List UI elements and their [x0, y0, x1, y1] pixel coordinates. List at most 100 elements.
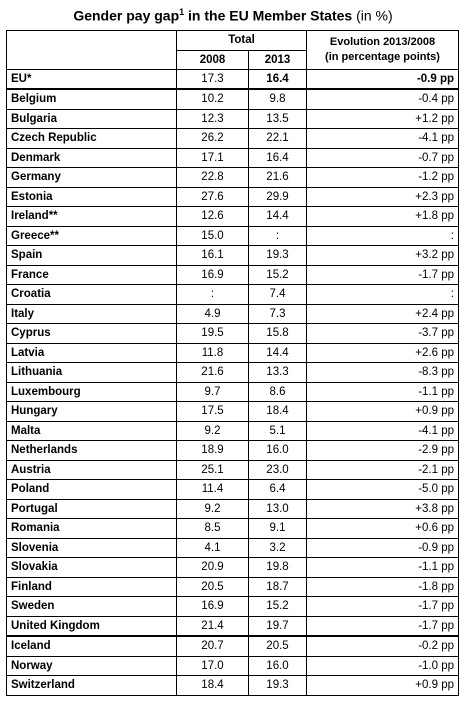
evolution-cell: -1.0 pp [306, 655, 459, 676]
table-row: Spain 16.1 19.3 +3.2 pp [6, 245, 459, 266]
value-2008-cell: 18.9 [176, 440, 249, 461]
value-2013-cell: 22.1 [248, 128, 307, 149]
value-2013-cell: 13.5 [248, 108, 307, 129]
country-cell: Greece** [6, 225, 177, 246]
value-2013-cell: 14.4 [248, 342, 307, 363]
table-row: Ireland** 12.6 14.4 +1.8 pp [6, 206, 459, 227]
value-2013-cell: 16.4 [248, 147, 307, 168]
evolution-cell: -1.7 pp [306, 615, 459, 637]
country-cell: Hungary [6, 401, 177, 422]
table-title: Gender pay gap1 in the EU Member States … [0, 0, 466, 28]
table-row: Germany 22.8 21.6 -1.2 pp [6, 167, 459, 188]
evolution-cell: -1.7 pp [306, 264, 459, 285]
value-2013-cell: 19.3 [248, 675, 307, 696]
table-row: Sweden 16.9 15.2 -1.7 pp [6, 596, 459, 617]
evolution-cell: -3.7 pp [306, 323, 459, 344]
value-2008-cell: 20.9 [176, 557, 249, 578]
country-cell: Slovenia [6, 537, 177, 558]
evolution-cell: -0.9 pp [306, 69, 459, 90]
table-row: Romania 8.5 9.1 +0.6 pp [6, 518, 459, 539]
value-2013-cell: 15.2 [248, 596, 307, 617]
country-cell: Sweden [6, 596, 177, 617]
country-cell: Belgium [6, 88, 177, 110]
value-2008-cell: 9.2 [176, 420, 249, 441]
value-2008-cell: 17.1 [176, 147, 249, 168]
country-cell: Slovakia [6, 557, 177, 578]
table-row: Norway 17.0 16.0 -1.0 pp [6, 655, 459, 676]
value-2013-cell: 29.9 [248, 186, 307, 207]
table-row: Italy 4.9 7.3 +2.4 pp [6, 303, 459, 324]
table-row: Greece** 15.0:: [6, 225, 459, 246]
title-rest: in the EU Member States [184, 7, 353, 24]
value-2013-cell: 9.1 [248, 518, 307, 539]
table-row: Lithuania 21.6 13.3 -8.3 pp [6, 362, 459, 383]
country-cell: Austria [6, 459, 177, 480]
evolution-cell: -2.1 pp [306, 459, 459, 480]
value-2008-cell: 9.2 [176, 498, 249, 519]
country-cell: Romania [6, 518, 177, 539]
country-cell: Latvia [6, 342, 177, 363]
value-2013-cell: 7.3 [248, 303, 307, 324]
value-2008-cell: 22.8 [176, 167, 249, 188]
header-evolution-line2: (in percentage points) [325, 51, 440, 63]
value-2008-cell: 12.3 [176, 108, 249, 129]
country-cell: EU* [6, 69, 177, 90]
country-cell: Finland [6, 576, 177, 597]
table-row: Bulgaria 12.3 13.5 +1.2 pp [6, 108, 459, 129]
country-cell: Czech Republic [6, 128, 177, 149]
value-2008-cell: 25.1 [176, 459, 249, 480]
value-2008-cell: 17.0 [176, 655, 249, 676]
country-cell: Malta [6, 420, 177, 441]
evolution-cell: -0.9 pp [306, 537, 459, 558]
evolution-cell: +3.8 pp [306, 498, 459, 519]
value-2013-cell: 23.0 [248, 459, 307, 480]
evolution-cell: -4.1 pp [306, 420, 459, 441]
evolution-cell: +2.3 pp [306, 186, 459, 207]
table-row: Latvia 11.8 14.4 +2.6 pp [6, 342, 459, 363]
evolution-cell: -0.4 pp [306, 88, 459, 110]
gender-pay-gap-table: Total Evolution 2013/2008 (in percentage… [6, 30, 459, 696]
header-year-2008: 2008 [176, 49, 249, 70]
value-2008-cell: 17.5 [176, 401, 249, 422]
value-2008-cell: 21.4 [176, 615, 249, 637]
table-row: Poland 11.4 6.4 -5.0 pp [6, 479, 459, 500]
value-2013-cell: 3.2 [248, 537, 307, 558]
header-total: Total [176, 30, 307, 51]
evolution-cell: -5.0 pp [306, 479, 459, 500]
table-row: Malta 9.2 5.1 -4.1 pp [6, 420, 459, 441]
country-cell: Germany [6, 167, 177, 188]
header-evolution-line1: Evolution 2013/2008 [329, 36, 436, 48]
value-2013-cell: 6.4 [248, 479, 307, 500]
table-body: EU* 17.3 16.4 -0.9 pp Belgium 10.2 9.8 -0.4 pp B… [6, 69, 459, 696]
value-2008-cell: 18.4 [176, 675, 249, 696]
value-2013-cell: 13.0 [248, 498, 307, 519]
value-2008-cell: 16.1 [176, 245, 249, 266]
value-2013-cell: 18.7 [248, 576, 307, 597]
value-2008-cell: 12.6 [176, 206, 249, 227]
value-2013-cell: 9.8 [248, 88, 307, 110]
table-row: Slovakia 20.9 19.8 -1.1 pp [6, 557, 459, 578]
value-2013-cell: 19.3 [248, 245, 307, 266]
evolution-cell: +1.2 pp [306, 108, 459, 129]
value-2013-cell: 16.4 [248, 69, 307, 90]
value-2008-cell: 21.6 [176, 362, 249, 383]
value-2008-cell: 15.0 [176, 225, 249, 246]
table-row: Czech Republic 26.2 22.1 -4.1 pp [6, 128, 459, 149]
value-2013-cell: 19.7 [248, 615, 307, 637]
table-row: Slovenia 4.1 3.2 -0.9 pp [6, 537, 459, 558]
value-2008-cell: 27.6 [176, 186, 249, 207]
value-2008-cell: 16.9 [176, 596, 249, 617]
evolution-cell: -1.2 pp [306, 167, 459, 188]
country-cell: Poland [6, 479, 177, 500]
evolution-cell: +2.4 pp [306, 303, 459, 324]
evolution-cell: -4.1 pp [306, 128, 459, 149]
table-row: Portugal 9.2 13.0 +3.8 pp [6, 498, 459, 519]
evolution-cell: +0.9 pp [306, 675, 459, 696]
title-main: Gender pay gap [73, 7, 180, 24]
country-cell: Portugal [6, 498, 177, 519]
value-2008-cell: 9.7 [176, 381, 249, 402]
value-2013-cell: 20.5 [248, 635, 307, 657]
evolution-cell: : [306, 225, 459, 246]
value-2013-cell: 18.4 [248, 401, 307, 422]
value-2013-cell: 13.3 [248, 362, 307, 383]
